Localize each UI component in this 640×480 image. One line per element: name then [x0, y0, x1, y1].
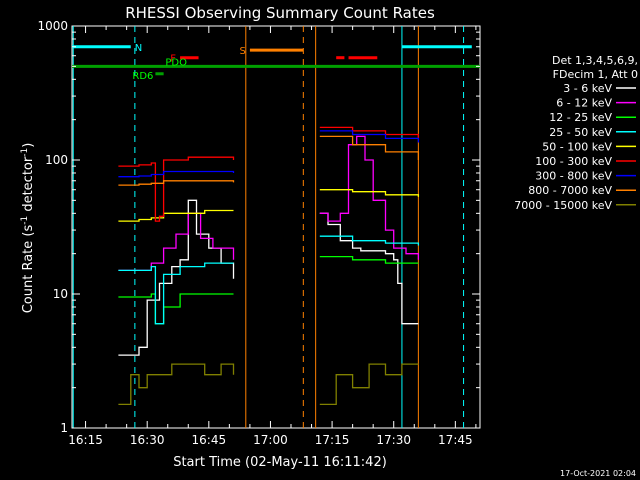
- series-1-segment-1: [319, 135, 420, 260]
- plot-frame: [71, 25, 481, 429]
- y-axis-label-sup: -1: [20, 216, 30, 225]
- y-tick-label-3: 1000: [37, 19, 68, 33]
- series-6-segment-0: [118, 170, 235, 178]
- series-2-segment-0: [118, 293, 234, 325]
- chart-title: RHESSI Observing Summary Count Rates: [125, 4, 435, 22]
- y-axis-label-base: Count Rate (s: [21, 225, 36, 314]
- series-7-segment-0: [118, 180, 235, 186]
- x-tick-label-1: 16:30: [130, 433, 165, 447]
- y-axis-label: Count Rate (s-1 detector-1): [20, 143, 36, 314]
- flag-label-s: S: [240, 46, 246, 57]
- y-tick-label-1: 10: [53, 287, 68, 301]
- legend-label-6: 300 - 800 keV: [535, 170, 612, 183]
- series-5-segment-1: [319, 126, 420, 139]
- series-3-segment-0: [118, 262, 234, 325]
- flag-label-n: N: [135, 43, 142, 54]
- series-8: [118, 363, 419, 406]
- series-5-segment-0: [118, 156, 235, 222]
- legend-label-3: 25 - 50 keV: [549, 126, 612, 139]
- legend-label-8: 7000 - 15000 keV: [514, 199, 612, 212]
- series-4: [118, 189, 420, 222]
- series-4-segment-1: [319, 189, 420, 197]
- x-tick-label-6: 17:45: [438, 433, 473, 447]
- x-axis: 16:15 16:30 16:45 17:00 17:15 17:30 17:45: [68, 26, 477, 447]
- vertical-markers: [72, 26, 465, 428]
- legend-header-line-2: FDecim 1, Att 0: [553, 68, 638, 81]
- legend: Det 1,3,4,5,6,9, FDecim 1, Att 0 3 - 6 k…: [514, 54, 638, 212]
- x-tick-label-5: 17:30: [376, 433, 411, 447]
- legend-label-2: 12 - 25 keV: [549, 111, 612, 124]
- series-3: [118, 235, 420, 325]
- series-0-segment-0: [118, 199, 235, 356]
- series-2-segment-1: [319, 255, 419, 264]
- series-6-segment-1: [319, 130, 420, 143]
- x-tick-label-3: 17:00: [253, 433, 288, 447]
- flag-label-f: F: [170, 54, 176, 65]
- legend-label-7: 800 - 7000 keV: [528, 184, 612, 197]
- x-tick-label-0: 16:15: [68, 433, 103, 447]
- series-layer: [118, 126, 420, 406]
- flag-label-pdo: PDO: [165, 57, 187, 68]
- series-8-segment-0: [118, 363, 235, 406]
- series-5: [118, 126, 420, 222]
- y-axis-label-sup-2: -1: [20, 148, 30, 157]
- series-7-segment-1: [319, 135, 420, 160]
- y-tick-label-2: 100: [45, 153, 68, 167]
- series-1-segment-0: [118, 212, 235, 272]
- series-0-segment-1: [319, 212, 419, 325]
- x-tick-label-2: 16:45: [192, 433, 227, 447]
- legend-label-1: 6 - 12 keV: [556, 97, 612, 110]
- legend-header-line-1: Det 1,3,4,5,6,9,: [552, 54, 638, 67]
- y-axis-label-mid: detector: [21, 156, 36, 216]
- legend-label-0: 3 - 6 keV: [563, 82, 612, 95]
- series-8-segment-1: [319, 363, 419, 406]
- footer-timestamp: 17-Oct-2021 02:04: [560, 469, 636, 478]
- series-7: [118, 135, 420, 186]
- y-axis: 1 10 100 1000: [37, 19, 480, 435]
- series-3-segment-1: [319, 235, 420, 246]
- legend-label-4: 50 - 100 keV: [542, 140, 612, 153]
- x-tick-label-4: 17:15: [315, 433, 350, 447]
- y-axis-label-end: ): [21, 143, 36, 148]
- series-4-segment-0: [118, 209, 234, 222]
- flag-label-rd6: RD6: [132, 71, 153, 82]
- y-tick-label-0: 1: [60, 421, 68, 435]
- x-axis-label: Start Time (02-May-11 16:11:42): [173, 455, 387, 470]
- legend-label-5: 100 - 300 keV: [535, 155, 612, 168]
- series-6: [118, 130, 420, 178]
